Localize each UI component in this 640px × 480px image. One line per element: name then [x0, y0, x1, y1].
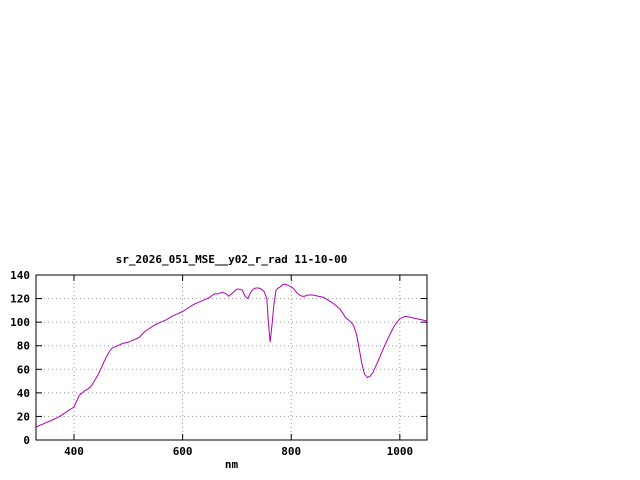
plot-border — [35, 274, 428, 441]
y-tick-label: 140 — [10, 269, 30, 282]
y-tick-labels: 0 20 40 60 80 100 120 140 — [10, 269, 30, 447]
y-tick-label: 0 — [23, 434, 30, 447]
y-tick-label: 40 — [17, 387, 30, 400]
chart-title: sr_2026_051_MSE__y02_r_rad 11-10-00 — [116, 253, 348, 266]
axis-tick-marks — [36, 274, 427, 441]
y-tick-label: 100 — [10, 316, 30, 329]
y-tick-label: 20 — [17, 410, 30, 423]
grid-lines — [36, 274, 427, 441]
x-tick-label: 800 — [281, 445, 301, 458]
x-tick-label: 1000 — [387, 445, 414, 458]
y-tick-label: 120 — [10, 293, 30, 306]
series-line — [35, 283, 428, 428]
x-axis-label: nm — [225, 458, 239, 471]
x-tick-label: 400 — [64, 445, 84, 458]
y-tick-label: 80 — [17, 340, 30, 353]
x-tick-labels: 400 600 800 1000 — [64, 445, 413, 458]
x-tick-label: 600 — [173, 445, 193, 458]
y-tick-label: 60 — [17, 363, 30, 376]
